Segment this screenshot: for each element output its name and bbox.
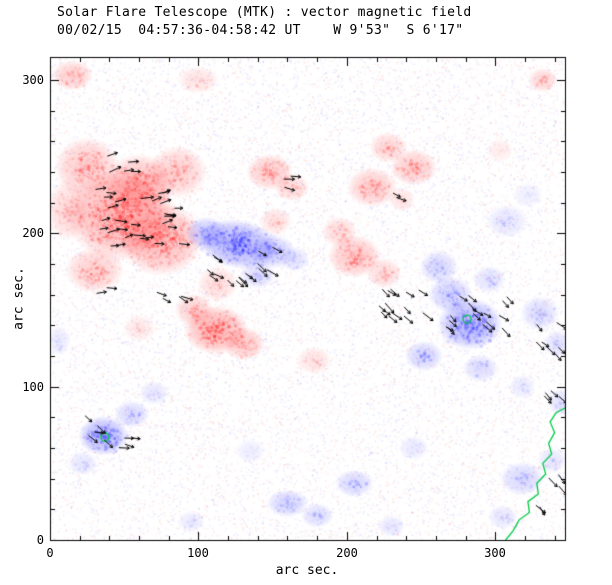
- y-tick-label-0: 0: [36, 533, 44, 547]
- figure-title: Solar Flare Telescope (MTK) : vector mag…: [57, 5, 472, 20]
- y-tick-label-100: 100: [22, 380, 44, 394]
- x-axis-label: arc sec.: [275, 563, 339, 578]
- x-tick-label-300: 300: [484, 546, 506, 560]
- x-tick-label-200: 200: [336, 546, 358, 560]
- figure-subtitle: 00/02/15 04:57:36-04:58:42 UT W 9'53" S …: [57, 23, 464, 38]
- y-tick-label-200: 200: [22, 226, 44, 240]
- x-tick-label-100: 100: [187, 546, 209, 560]
- y-axis-label: arc sec.: [11, 267, 27, 330]
- y-tick-label-300: 300: [22, 73, 44, 87]
- x-tick-label-0: 0: [46, 546, 54, 560]
